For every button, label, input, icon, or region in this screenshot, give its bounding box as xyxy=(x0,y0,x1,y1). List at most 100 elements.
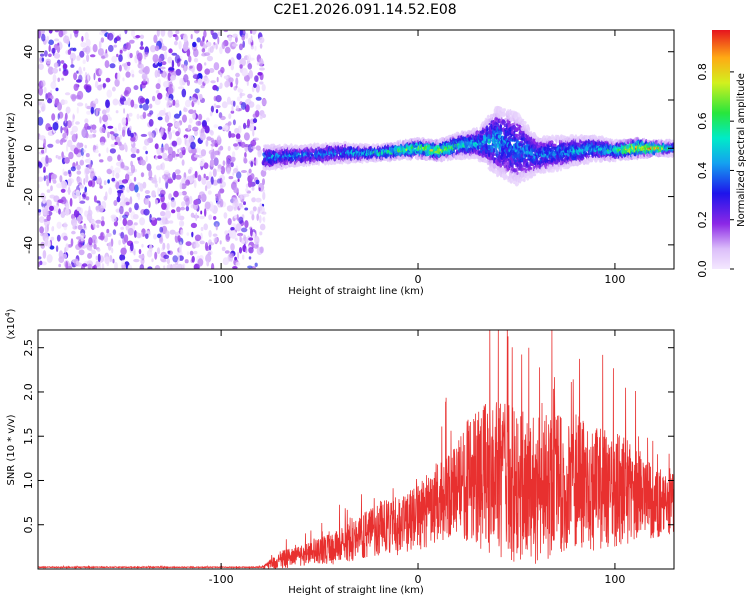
spectrogram-noise-cell xyxy=(195,212,198,222)
spectrogram-noise-cell xyxy=(243,234,247,241)
spectrogram-noise-cell xyxy=(159,226,164,233)
spectrogram-noise-cell xyxy=(95,219,102,224)
spectrogram-noise-cell xyxy=(226,167,231,175)
spectrogram-noise-cell xyxy=(76,79,82,83)
spectrogram-noise-cell xyxy=(69,52,76,62)
spectrogram-noise-cell xyxy=(195,120,202,126)
spectrogram-noise-cell xyxy=(213,62,220,71)
spectrogram-noise-cell xyxy=(176,206,181,213)
spectrogram-noise-cell xyxy=(99,31,106,36)
spectrogram-noise-cell xyxy=(64,208,70,216)
spectrogram-noise-cell xyxy=(99,116,102,124)
spectrogram-noise-cell xyxy=(91,124,97,130)
spectrogram-noise-cell xyxy=(237,178,240,182)
spectrogram-noise-cell xyxy=(154,69,159,78)
spectrogram-signal-cell xyxy=(312,149,315,154)
spectrogram-noise-cell xyxy=(210,143,216,147)
spectrogram-noise-cell xyxy=(65,261,69,269)
spectrogram-noise-cell xyxy=(102,114,109,122)
spectrogram-noise-cell xyxy=(133,85,139,91)
spectrogram-noise-cell xyxy=(123,234,129,243)
spectrogram-noise-cell xyxy=(93,149,99,154)
spectrogram-noise-cell xyxy=(199,40,204,47)
spectrogram-noise-cell xyxy=(67,49,72,55)
spectrogram-noise-cell xyxy=(199,215,205,220)
spectrogram-noise-cell xyxy=(50,81,57,89)
spectrogram-noise-cell xyxy=(235,138,242,142)
spectrogram-noise-cell xyxy=(237,232,244,237)
spectrogram-noise-cell xyxy=(79,184,84,189)
spectrogram-noise-cell xyxy=(88,157,91,165)
spectrogram-noise-cell xyxy=(50,236,55,241)
spectrogram-noise-cell xyxy=(44,50,48,57)
spectrogram-noise-cell xyxy=(128,182,136,192)
spectrogram-noise-cell xyxy=(240,170,248,173)
spectrogram-noise-cell xyxy=(215,109,219,114)
spectrogram-noise-cell xyxy=(189,250,194,256)
spectrogram-noise-cell xyxy=(45,123,51,132)
spectrogram-noise-cell xyxy=(62,63,68,69)
spectrogram-noise-cell xyxy=(184,259,189,264)
spectrogram-noise-cell xyxy=(41,57,44,62)
spectrogram-noise-cell xyxy=(214,150,220,156)
spectrogram-signal-cell xyxy=(531,173,537,177)
spectrogram-noise-cell xyxy=(250,140,257,147)
spectrogram-noise-cell xyxy=(228,113,232,120)
spectrogram-noise-cell xyxy=(192,41,197,48)
spectrogram-noise-cell xyxy=(76,170,82,175)
spectrogram-noise-cell xyxy=(259,202,263,211)
spectrogram-noise-cell xyxy=(67,189,72,193)
spectrogram-noise-cell xyxy=(42,198,46,204)
spectrogram-noise-cell xyxy=(251,213,255,221)
spectrogram-noise-cell xyxy=(254,45,257,51)
spectrogram-noise-cell xyxy=(228,59,232,67)
spectrogram-noise-cell xyxy=(230,162,234,168)
spectrogram-noise-cell xyxy=(219,46,223,55)
spectrogram-noise-cell xyxy=(209,159,215,167)
spectrogram-noise-cell xyxy=(46,214,51,222)
spectrogram-noise-cell xyxy=(232,119,236,126)
spectrogram-noise-cell xyxy=(185,205,190,212)
spectrogram-noise-cell xyxy=(38,216,45,224)
spectrogram-noise-cell xyxy=(183,134,189,139)
spectrogram-noise-cell xyxy=(230,57,235,67)
spectrogram-noise-cell xyxy=(40,53,45,57)
spectrogram-noise-cell xyxy=(249,123,255,132)
spectrogram-noise-cell xyxy=(188,55,192,63)
spectrogram-noise-cell xyxy=(213,157,219,167)
spectrogram-noise-cell xyxy=(197,73,203,80)
spectrogram-noise-cell xyxy=(152,62,159,68)
spectrogram-noise-cell xyxy=(51,113,56,121)
spectrogram-noise-cell xyxy=(154,265,161,269)
spectrogram-noise-cell xyxy=(210,105,214,113)
spectrogram-noise-cell xyxy=(142,103,149,111)
spectrogram-noise-cell xyxy=(255,145,261,151)
spectrogram-noise-cell xyxy=(155,83,161,90)
spectrogram-noise-cell xyxy=(256,213,260,221)
spectrogram-noise-cell xyxy=(258,187,261,192)
spectrogram-noise-cell xyxy=(201,48,206,53)
spectrogram-noise-cell xyxy=(120,231,125,239)
spectrogram-noise-cell xyxy=(108,187,113,195)
spectrogram-noise-cell xyxy=(247,93,253,99)
spectrogram-noise-cell xyxy=(207,251,212,256)
spectrogram-noise-cell xyxy=(244,220,249,229)
spectrogram-noise-cell xyxy=(230,227,235,231)
spectrogram-noise-cell xyxy=(248,57,255,61)
spectrogram-noise-cell xyxy=(46,189,51,193)
spectrogram-noise-cell xyxy=(108,44,114,53)
spectrogram-noise-cell xyxy=(161,45,168,51)
spectrogram-noise-cell xyxy=(73,147,79,155)
spectrogram-noise-cell xyxy=(129,39,135,44)
spectrogram-noise-cell xyxy=(175,153,180,157)
spectrogram-noise-cell xyxy=(38,261,41,268)
spectrogram-noise-cell xyxy=(182,114,187,123)
spectrogram-noise-cell xyxy=(217,36,220,45)
spectrogram-noise-cell xyxy=(92,99,98,104)
spectrogram-noise-cell xyxy=(85,174,89,183)
spectrogram-noise-cell xyxy=(63,68,69,76)
spectrogram-noise-cell xyxy=(73,209,80,218)
spectrogram-noise-cell xyxy=(123,142,127,150)
spectrogram-noise-cell xyxy=(250,146,256,150)
